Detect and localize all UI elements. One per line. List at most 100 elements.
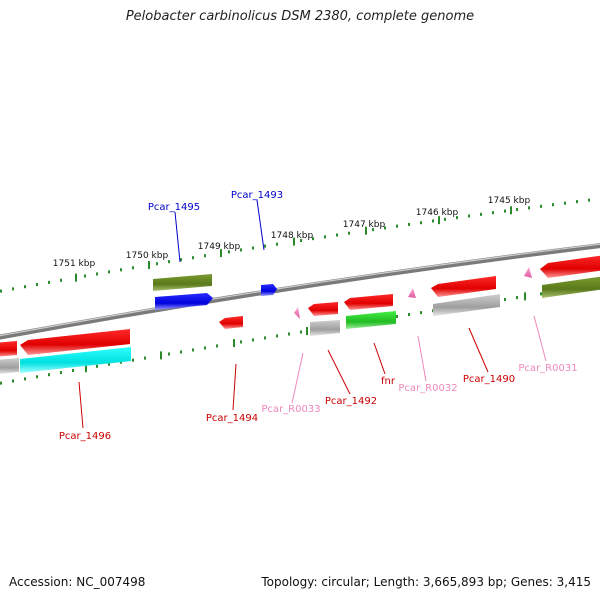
minor-tick [192, 256, 194, 260]
minor-tick [348, 231, 350, 235]
minor-tick [132, 266, 134, 270]
minor-tick [444, 217, 446, 221]
minor-tick [576, 200, 578, 204]
minor-tick [396, 314, 398, 318]
minor-tick [192, 348, 194, 352]
minor-tick [108, 270, 110, 274]
minor-tick [276, 242, 278, 246]
gene-feature-pcar-1490[interactable] [431, 276, 496, 297]
major-tick [306, 327, 308, 336]
gene-label-pcar-1496[interactable]: Pcar_1496 [59, 431, 111, 442]
gene-label-pcar-1493[interactable]: Pcar_1493 [231, 190, 283, 201]
minor-tick [180, 258, 182, 262]
gene-feature-olive[interactable] [153, 274, 212, 291]
minor-tick [504, 297, 506, 301]
minor-tick [204, 254, 206, 258]
scale-labels: 1751 kbp 1750 kbp 1749 kbp 1748 kbp 1747… [53, 196, 531, 269]
minor-tick [48, 373, 50, 377]
gene-label-pcar-1494[interactable]: Pcar_1494 [206, 413, 258, 424]
gene-label-pcar-1492[interactable]: Pcar_1492 [325, 396, 377, 407]
gene-feature-gray[interactable] [0, 358, 19, 374]
minor-tick [156, 262, 158, 266]
gene-feature-red[interactable] [540, 255, 600, 278]
gene-feature-pcar-1494[interactable] [219, 316, 243, 329]
scale-label: 1751 kbp [53, 259, 96, 269]
gene-label-pcar-r0033[interactable]: Pcar_R0033 [261, 404, 320, 415]
gene-feature-pcar-1495[interactable] [155, 293, 213, 310]
major-tick [524, 292, 526, 301]
minor-tick [120, 360, 122, 364]
major-tick [75, 273, 77, 282]
gene-feature-pcar-r0033[interactable] [294, 307, 300, 319]
minor-tick [96, 272, 98, 276]
minor-tick [420, 311, 422, 315]
minor-tick [264, 244, 266, 248]
gene-feature-pcar-r0031[interactable] [524, 267, 532, 278]
genome-summary: Topology: circular; Length: 3,665,893 bp… [261, 575, 591, 589]
minor-tick [0, 381, 2, 385]
minor-tick [456, 216, 458, 220]
minor-tick [180, 350, 182, 354]
scale-label: 1750 kbp [126, 251, 169, 261]
minor-tick [240, 340, 242, 344]
minor-tick [204, 346, 206, 350]
minor-tick [168, 260, 170, 264]
gene-feature-green[interactable] [346, 311, 396, 329]
gene-label-pcar-r0031[interactable]: Pcar_R0031 [518, 363, 577, 374]
accession-label: Accession: NC_007498 [9, 575, 146, 589]
scale-label: 1749 kbp [198, 242, 241, 252]
gene-feature-pcar-1496[interactable] [20, 329, 130, 355]
minor-tick [480, 212, 482, 216]
gene-feature-gray[interactable] [433, 294, 500, 316]
gene-feature-pcar-1493[interactable] [261, 284, 277, 296]
major-tick [85, 364, 87, 373]
gene-label-pcar-r0032[interactable]: Pcar_R0032 [398, 383, 457, 394]
gene-feature-pcar-r0032[interactable] [408, 288, 416, 298]
minor-tick [324, 235, 326, 239]
minor-tick [108, 362, 110, 366]
minor-tick [504, 209, 506, 213]
gene-feature-cyan[interactable] [20, 347, 131, 373]
gene-label-pcar-1490[interactable]: Pcar_1490 [463, 374, 515, 385]
major-tick [293, 237, 295, 246]
minor-tick [372, 228, 374, 232]
minor-tick [240, 248, 242, 252]
gene-label-fnr[interactable]: fnr [381, 376, 396, 387]
minor-tick [144, 356, 146, 360]
gene-label-pcar-1495[interactable]: Pcar_1495 [148, 202, 200, 213]
minor-tick [540, 292, 542, 296]
major-tick [510, 206, 512, 215]
minor-tick [60, 371, 62, 375]
minor-tick [0, 289, 2, 293]
minor-tick [252, 246, 254, 250]
minor-tick [468, 214, 470, 218]
minor-tick [588, 198, 590, 202]
gene-feature-gray[interactable] [310, 320, 340, 336]
outer-scale-track [0, 198, 590, 293]
label-leaders [78, 199, 547, 429]
minor-tick [12, 287, 14, 291]
scale-label: 1748 kbp [271, 231, 314, 241]
map-title: Pelobacter carbinolicus DSM 2380, comple… [125, 9, 475, 24]
minor-tick [300, 239, 302, 242]
minor-tick [528, 206, 530, 210]
gene-feature-pcar-1492[interactable] [308, 302, 338, 316]
minor-tick [228, 250, 230, 254]
minor-tick [288, 332, 290, 336]
major-tick [160, 351, 162, 360]
minor-tick [408, 313, 410, 317]
gene-feature-fnr[interactable] [344, 294, 393, 310]
minor-tick [420, 221, 422, 225]
minor-tick [12, 379, 14, 383]
scale-label: 1745 kbp [488, 196, 531, 206]
scale-label: 1746 kbp [416, 208, 459, 218]
minor-tick [276, 334, 278, 338]
major-tick [148, 261, 150, 270]
gene-feature-olive[interactable] [542, 276, 600, 298]
minor-tick [396, 224, 398, 228]
gene-feature-red[interactable] [0, 341, 17, 357]
minor-tick [48, 280, 50, 284]
minor-tick [132, 358, 134, 362]
major-tick [438, 216, 440, 225]
minor-tick [96, 364, 98, 368]
